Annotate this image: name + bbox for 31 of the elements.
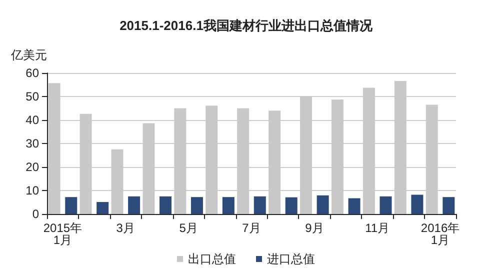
bar	[96, 202, 109, 214]
y-axis-title: 亿美元	[10, 48, 47, 62]
y-tick-label: 50	[26, 90, 40, 104]
chart-title: 2015.1-2016.1我国建材行业进出口总值情况	[120, 18, 374, 33]
bar	[348, 198, 360, 214]
x-tick-label: 2016年1月	[420, 221, 460, 247]
y-tick-label: 20	[26, 160, 40, 174]
bar	[254, 196, 266, 214]
x-tick-label: 3月	[116, 221, 135, 235]
bar	[316, 195, 329, 214]
bar	[442, 197, 455, 214]
y-tick-label: 60	[26, 66, 40, 80]
bar	[128, 196, 140, 214]
y-tick-label: 30	[26, 136, 40, 150]
x-tick-label: 9月	[305, 221, 324, 235]
x-tick-label: 11月	[365, 221, 390, 235]
legend-label: 出口总值	[188, 252, 236, 266]
bar	[411, 194, 424, 214]
bar	[380, 196, 392, 214]
bar	[222, 197, 234, 214]
legend-label: 进口总值	[267, 252, 315, 266]
bar	[285, 197, 298, 214]
y-tick-label: 10	[26, 184, 40, 198]
x-tick-label: 2015年1月	[43, 221, 82, 247]
bar	[65, 197, 78, 214]
y-tick-label: 0	[32, 207, 40, 221]
x-tick-label: 5月	[179, 221, 198, 235]
bar	[160, 196, 172, 214]
x-tick-label: 7月	[242, 221, 261, 235]
y-tick-label: 40	[26, 113, 40, 127]
bar	[190, 197, 203, 214]
